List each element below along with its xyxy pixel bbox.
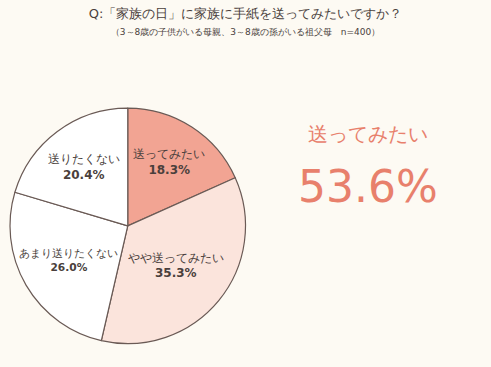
svg-text:送ってみたい: 送ってみたい <box>308 122 428 146</box>
svg-text:あまり送りたくない26.0%: あまり送りたくない26.0% <box>19 247 118 274</box>
svg-text:やや送ってみたい35.3%: やや送ってみたい35.3% <box>128 251 224 281</box>
svg-text:Q:「家族の日」に家族に手紙を送ってみたいですか？（3～8歳: Q:「家族の日」に家族に手紙を送ってみたいですか？（3～8歳の子供がいる母親、3… <box>89 6 403 37</box>
svg-text:送りたくない20.4%: 送りたくない20.4% <box>48 152 120 182</box>
svg-text:送ってみたい18.3%: 送ってみたい18.3% <box>133 147 205 177</box>
svg-text:53.6%: 53.6% <box>298 161 438 212</box>
